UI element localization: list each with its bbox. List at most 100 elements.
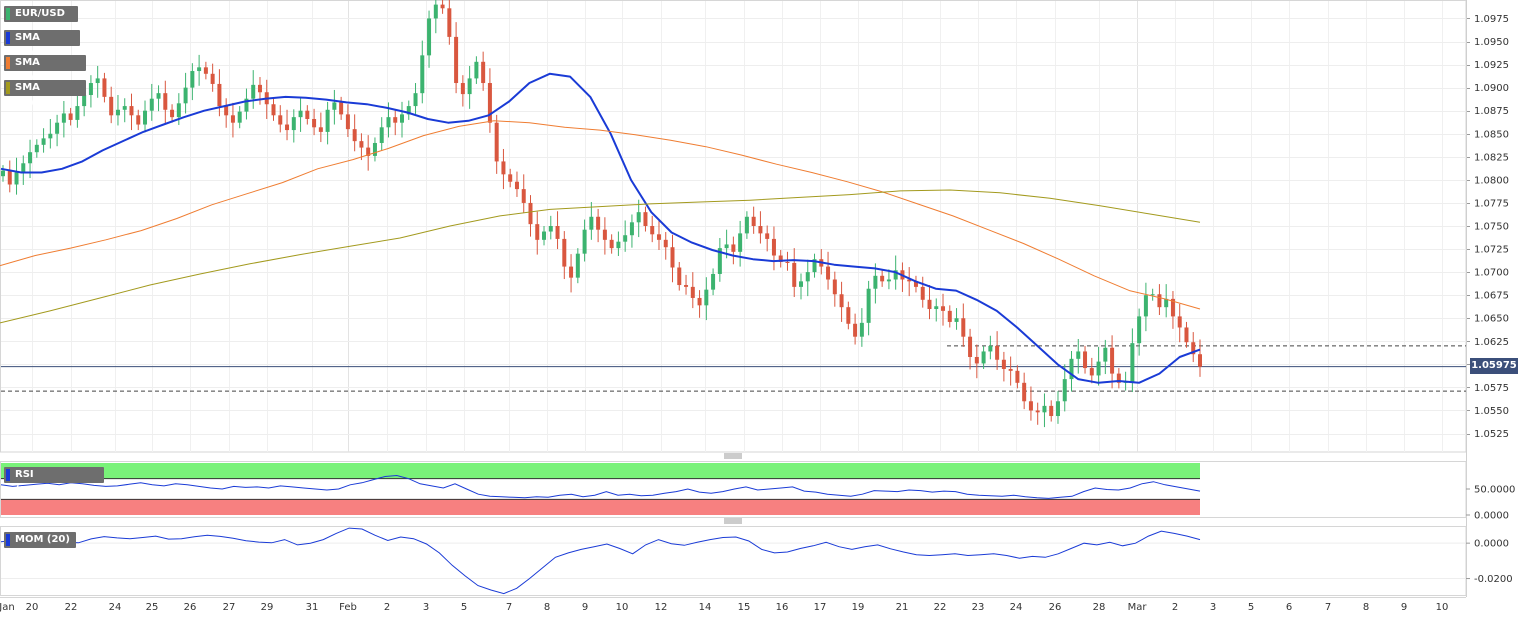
candle-bear[interactable] [1015,370,1020,383]
candle-bull[interactable] [1062,379,1067,402]
candle-bear[interactable] [1116,373,1121,383]
momentum-line[interactable] [0,527,1201,595]
candle-bear[interactable] [163,93,168,110]
candle-bull[interactable] [744,216,749,234]
candle-bear[interactable] [1170,298,1175,317]
legend-mom[interactable]: MOM (20) [4,532,76,548]
candle-bear[interactable] [345,114,350,130]
candle-bull[interactable] [886,279,891,282]
candle-bear[interactable] [393,117,398,123]
candle-bear[interactable] [927,299,932,310]
sma-line-1[interactable] [0,72,1201,384]
rsi-panel[interactable]: 50.0000 0.0000 [0,461,1516,522]
panel-splitter-1[interactable] [724,453,742,459]
candle-bull[interactable] [893,270,898,280]
candle-bull[interactable] [48,133,53,139]
candle-bull[interactable] [873,275,878,289]
candle-bull[interactable] [724,244,729,249]
momentum-panel[interactable]: 0.0000 -0.0200 [0,526,1513,596]
candle-bear[interactable] [230,115,235,123]
candle-bear[interactable] [785,261,790,263]
candle-bear[interactable] [1083,351,1088,369]
candle-bull[interactable] [1042,405,1047,413]
candle-bull[interactable] [115,109,120,116]
candle-bear[interactable] [528,202,533,225]
candle-bear[interactable] [440,4,445,9]
candle-bull[interactable] [190,71,195,88]
candle-bull[interactable] [55,122,60,134]
candle-bear[interactable] [366,147,371,156]
candle-bear[interactable] [352,129,357,142]
candle-bull[interactable] [82,95,87,107]
candle-bear[interactable] [995,345,1000,360]
candle-bear[interactable] [460,83,465,95]
candle-bull[interactable] [41,138,46,145]
candle-bull[interactable] [379,127,384,143]
candle-bear[interactable] [839,294,844,308]
candle-bull[interactable] [1076,351,1081,359]
candle-bear[interactable] [339,102,344,115]
candle-bear[interactable] [832,279,837,295]
candle-bear[interactable] [974,356,979,364]
candle-bear[interactable] [257,84,262,93]
candle-bear[interactable] [359,141,364,148]
candle-bear[interactable] [487,83,492,123]
candle-bull[interactable] [75,106,80,120]
candle-bull[interactable] [467,78,472,95]
candle-bull[interactable] [1164,298,1169,308]
candle-bull[interactable] [156,93,161,99]
candle-bear[interactable] [792,262,797,287]
candle-bear[interactable] [663,239,668,248]
candle-bear[interactable] [1191,342,1196,355]
candle-bear[interactable] [670,247,675,268]
candle-bear[interactable] [690,286,695,298]
candle-bear[interactable] [751,216,756,226]
candle-bear[interactable] [920,286,925,300]
candle-bull[interactable] [1055,401,1060,417]
candle-bear[interactable] [771,238,776,256]
candle-bear[interactable] [68,113,73,120]
candle-bull[interactable] [1150,294,1155,296]
candle-bear[interactable] [650,226,655,235]
candle-bear[interactable] [677,267,682,286]
candle-bull[interactable] [934,306,939,310]
candle-bear[interactable] [271,104,276,116]
candle-bull[interactable] [717,248,722,274]
legend-sma-20[interactable]: SMA (20,0) [4,30,80,59]
candle-bull[interactable] [291,117,296,131]
candle-bear[interactable] [1035,410,1040,413]
candle-bull[interactable] [95,78,100,84]
candle-bear[interactable] [210,73,215,84]
legend-sma-100[interactable]: SMA (100,0) [4,55,86,84]
candle-bear[interactable] [7,170,12,185]
candle-bull[interactable] [589,216,594,230]
candle-bear[interactable] [224,106,229,116]
candle-bull[interactable] [197,67,202,72]
candle-bull[interactable] [183,87,188,104]
candle-bear[interactable] [1001,359,1006,369]
candle-bull[interactable] [176,103,181,118]
candle-bear[interactable] [278,115,283,125]
candle-bear[interactable] [596,216,601,230]
candle-bull[interactable] [859,322,864,337]
candle-bear[interactable] [521,189,526,203]
candle-bull[interactable] [575,253,580,278]
candle-bull[interactable] [711,273,716,290]
candle-bear[interactable] [109,96,114,116]
candle-bear[interactable] [778,255,783,262]
candle-bear[interactable] [1022,382,1027,402]
candle-bull[interactable] [1143,295,1148,317]
candle-bear[interactable] [1049,405,1054,417]
sma-line-3[interactable] [0,189,1201,324]
candle-bear[interactable] [913,281,918,287]
candle-bear[interactable] [1028,401,1033,411]
candle-bull[interactable] [582,229,587,254]
candle-bear[interactable] [285,124,290,131]
candle-bear[interactable] [968,336,973,357]
candle-bear[interactable] [501,161,506,175]
candle-bear[interactable] [907,279,912,282]
candle-bear[interactable] [312,118,317,128]
candle-bear[interactable] [562,238,567,267]
candle-bear[interactable] [305,110,310,119]
candle-bull[interactable] [1103,347,1108,362]
